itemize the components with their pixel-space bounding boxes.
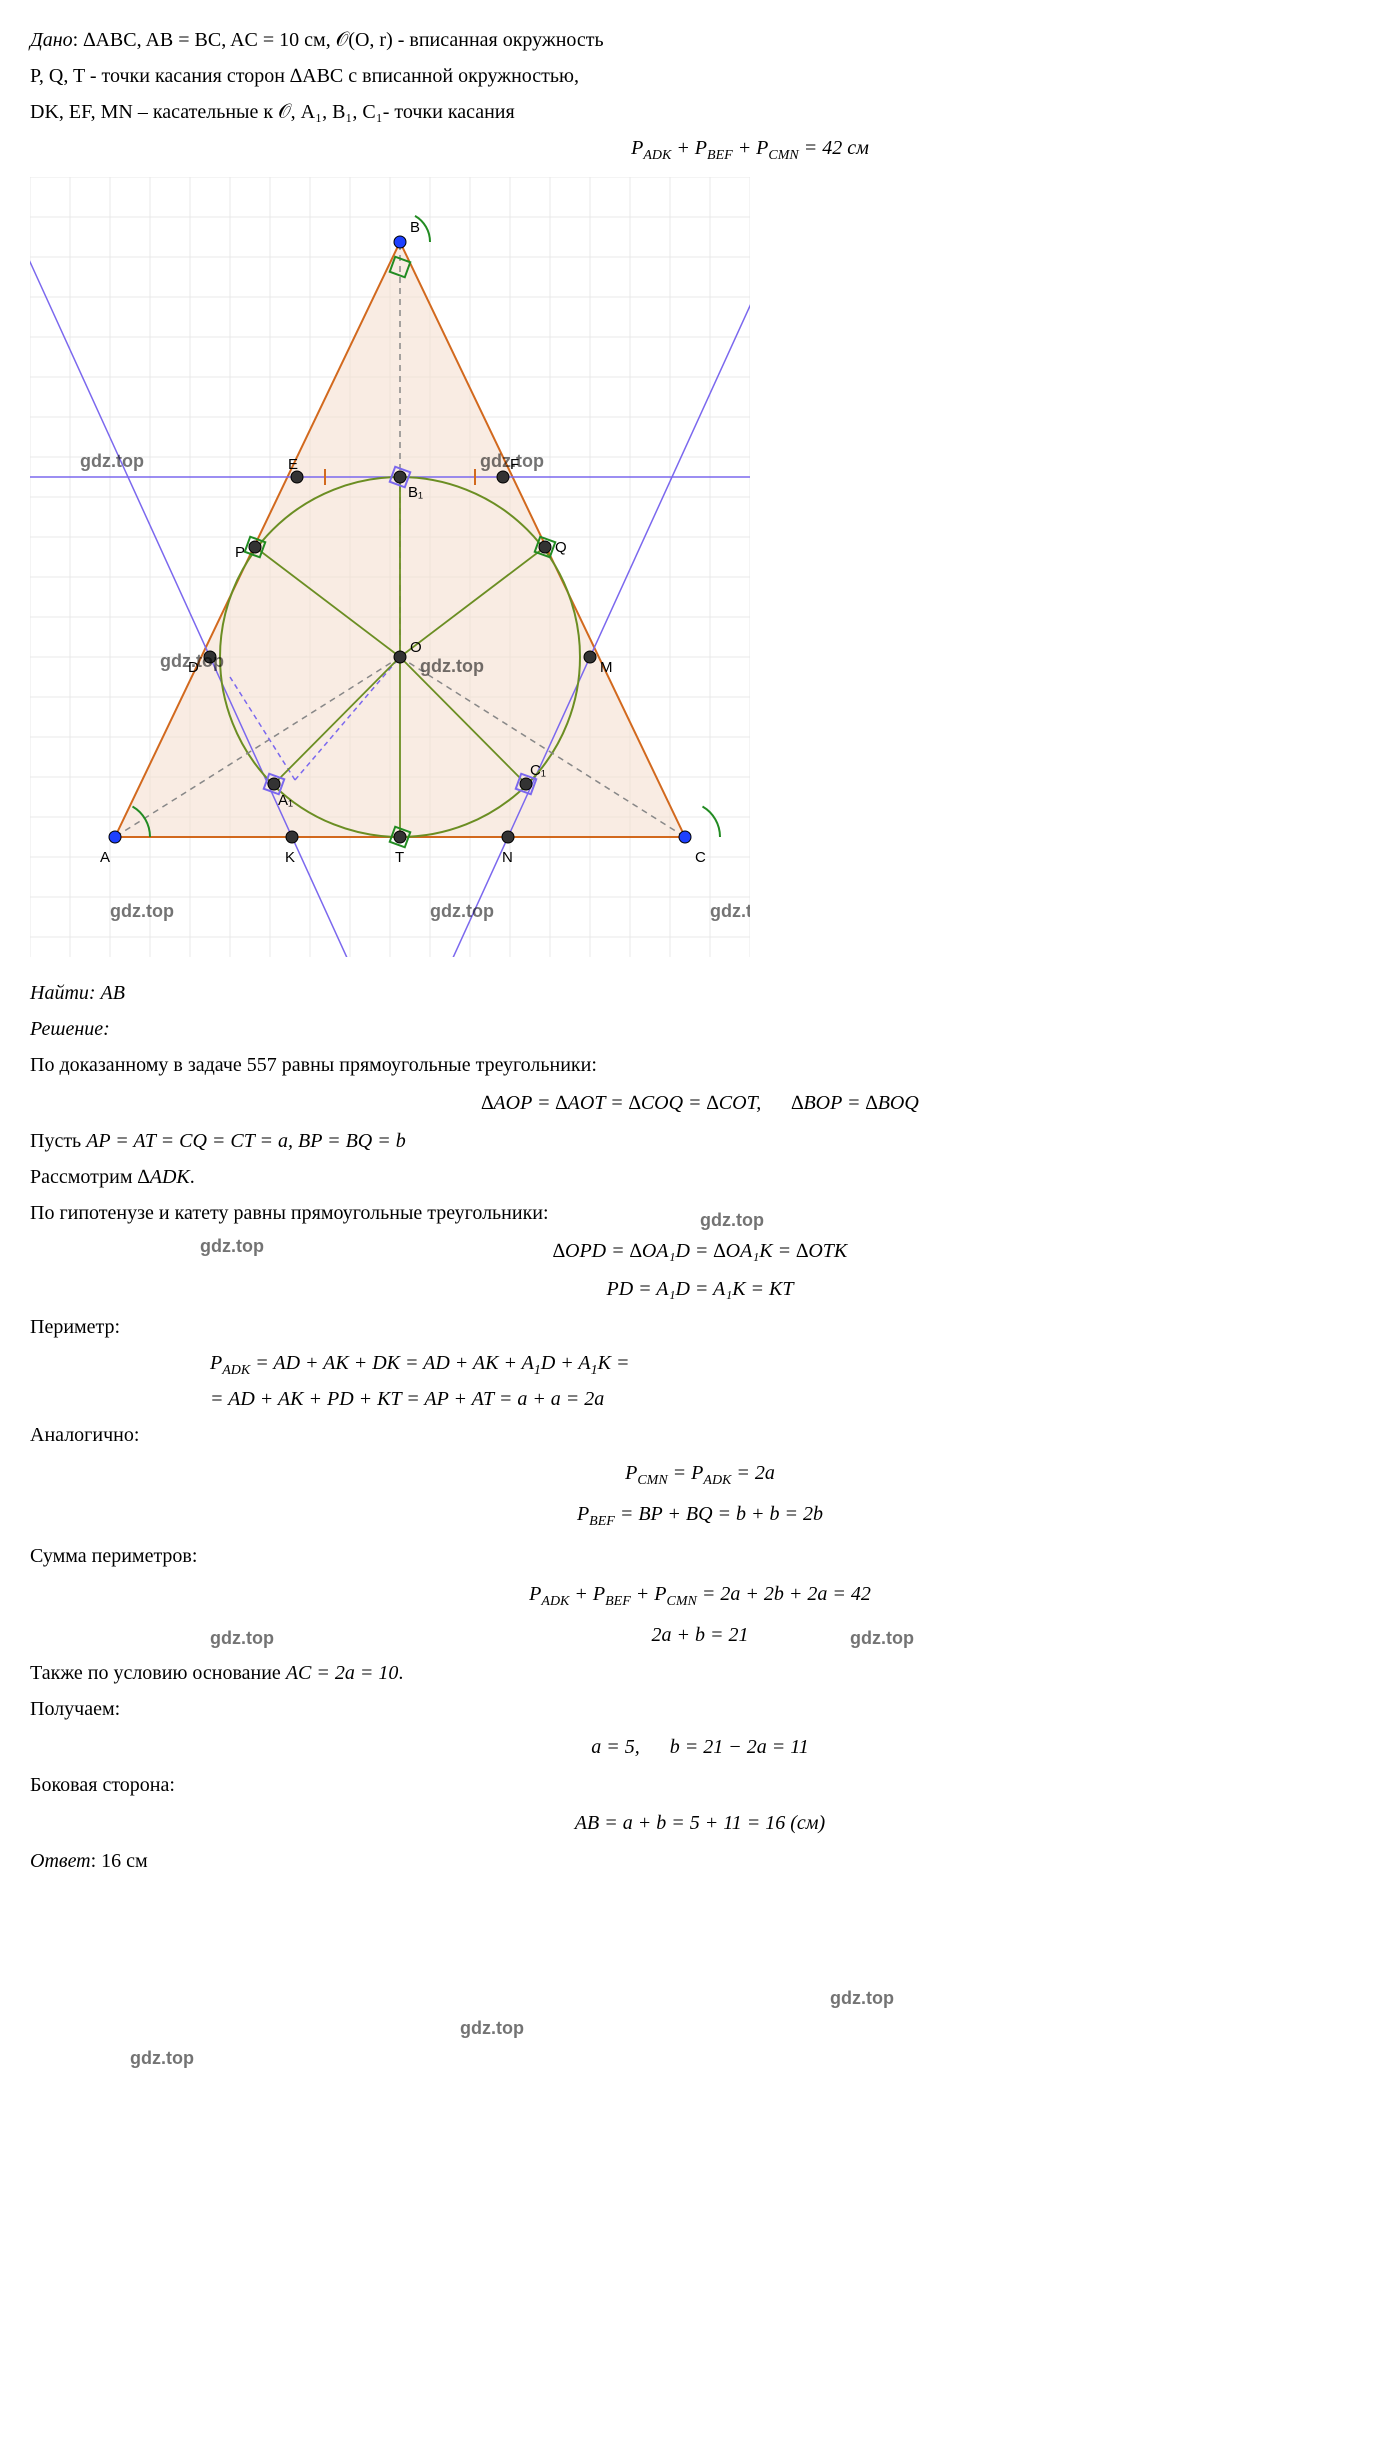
sol-line9: Получаем: [30, 1693, 1370, 1725]
svg-text:gdz.top: gdz.top [710, 901, 750, 921]
svg-text:B: B [410, 219, 420, 236]
sol-eq3: PD = A₁D = A₁K = KT [30, 1273, 1370, 1305]
sol-eq10: a = 5, b = 21 − 2a = 11 [30, 1731, 1370, 1763]
svg-text:P: P [235, 544, 245, 561]
sol-eq8: PADK + PBEF + PCMN = 2a + 2b + 2a = 42 [30, 1578, 1370, 1613]
sol-eq11: AB = a + b = 5 + 11 = 16 (см) [30, 1807, 1370, 1839]
svg-text:C₁: C₁ [530, 762, 546, 779]
svg-text:gdz.top: gdz.top [80, 451, 144, 471]
given: Дано: ∆ABC, AB = BC, AC = 10 см, 𝒪(O, r)… [30, 24, 1370, 56]
sol-line1: По доказанному в задаче 557 равны прямоу… [30, 1049, 1370, 1081]
sol-line4: По гипотенузе и катету равны прямоугольн… [30, 1197, 1370, 1229]
svg-text:A: A [100, 849, 110, 866]
svg-text:B₁: B₁ [408, 484, 423, 501]
svg-text:C: C [695, 849, 706, 866]
sol-line7: Сумма периметров: [30, 1540, 1370, 1572]
given-line4: PADK + PBEF + PCMN = 42 см [30, 132, 1370, 167]
diagram-svg: ABCOPQTEFB₁DMKNA₁C₁gdz.topgdz.topgdz.top… [30, 177, 750, 957]
sol-line8: Также по условию основание AC = 2a = 10. [30, 1657, 1370, 1689]
solution-label: Решение: [30, 1013, 1370, 1045]
svg-text:Q: Q [555, 539, 567, 556]
given-line3: DK, EF, MN – касательные к 𝒪, A₁, B₁, C₁… [30, 96, 1370, 128]
svg-text:A₁: A₁ [278, 792, 293, 809]
svg-text:gdz.top: gdz.top [420, 656, 484, 676]
find-text: : AB [89, 982, 125, 1004]
find-label: Найти [30, 982, 89, 1004]
answer-text: : 16 см [91, 1850, 148, 1872]
sol-line2: Пусть AP = AT = CQ = CT = a, BP = BQ = b [30, 1125, 1370, 1157]
sol-line6: Аналогично: [30, 1419, 1370, 1451]
svg-text:gdz.top: gdz.top [110, 901, 174, 921]
sol-eq7: PBEF = BP + BQ = b + b = 2b [30, 1498, 1370, 1533]
svg-text:gdz.top: gdz.top [160, 651, 224, 671]
sol-eq9: 2a + b = 21 [30, 1619, 1370, 1651]
sol-eq5: = AD + AK + PD + KT = AP + AT = a + a = … [30, 1383, 1370, 1415]
svg-text:E: E [288, 456, 298, 473]
svg-text:O: O [410, 639, 422, 656]
geometry-diagram: ABCOPQTEFB₁DMKNA₁C₁gdz.topgdz.topgdz.top… [30, 177, 750, 957]
sol-line10: Боковая сторона: [30, 1769, 1370, 1801]
answer-label: Ответ [30, 1850, 91, 1872]
sol-eq4: PADK = AD + AK + DK = AD + AK + A1D + A1… [30, 1347, 1370, 1382]
sol-line5: Периметр: [30, 1311, 1370, 1343]
svg-text:K: K [285, 849, 295, 866]
sol-eq1: ∆AOP = ∆AOT = ∆COQ = ∆COT, ∆BOP = ∆BOQ [30, 1087, 1370, 1119]
svg-text:gdz.top: gdz.top [430, 901, 494, 921]
svg-text:N: N [502, 849, 513, 866]
svg-text:gdz.top: gdz.top [480, 451, 544, 471]
svg-text:M: M [600, 659, 613, 676]
sol-eq2: ∆OPD = ∆OA₁D = ∆OA₁K = ∆OTK [30, 1235, 1370, 1267]
svg-text:T: T [395, 849, 404, 866]
given-label: Дано [30, 29, 73, 51]
find: Найти: AB [30, 977, 1370, 1009]
given-line1: : ∆ABC, AB = BC, AC = 10 см, 𝒪(O, r) - в… [73, 29, 604, 51]
sol-eq6: PCMN = PADK = 2a [30, 1457, 1370, 1492]
answer: Ответ: 16 см [30, 1845, 1370, 1877]
sol-line3: Рассмотрим ∆ADK. [30, 1161, 1370, 1193]
given-line2: P, Q, T - точки касания сторон ∆ABC с вп… [30, 60, 1370, 92]
